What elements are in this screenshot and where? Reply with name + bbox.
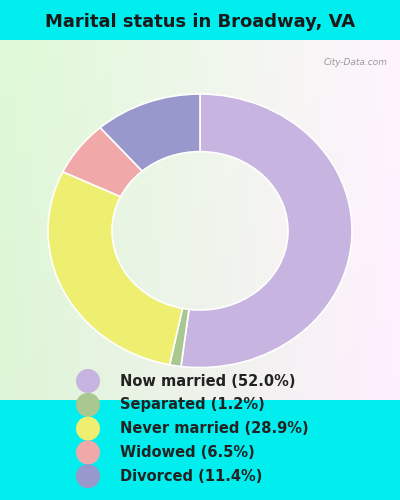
- Wedge shape: [48, 172, 182, 365]
- Text: City-Data.com: City-Data.com: [324, 58, 388, 67]
- Text: Separated (1.2%): Separated (1.2%): [120, 398, 265, 412]
- Text: Divorced (11.4%): Divorced (11.4%): [120, 468, 262, 483]
- Wedge shape: [100, 94, 200, 171]
- Text: Widowed (6.5%): Widowed (6.5%): [120, 445, 255, 460]
- Text: Never married (28.9%): Never married (28.9%): [120, 421, 309, 436]
- Ellipse shape: [76, 416, 100, 440]
- Text: Now married (52.0%): Now married (52.0%): [120, 374, 296, 388]
- Text: Marital status in Broadway, VA: Marital status in Broadway, VA: [45, 13, 355, 31]
- Ellipse shape: [76, 369, 100, 393]
- Wedge shape: [170, 308, 189, 366]
- Wedge shape: [63, 128, 142, 196]
- Wedge shape: [181, 94, 352, 367]
- Ellipse shape: [76, 393, 100, 417]
- Ellipse shape: [76, 464, 100, 488]
- Ellipse shape: [76, 440, 100, 464]
